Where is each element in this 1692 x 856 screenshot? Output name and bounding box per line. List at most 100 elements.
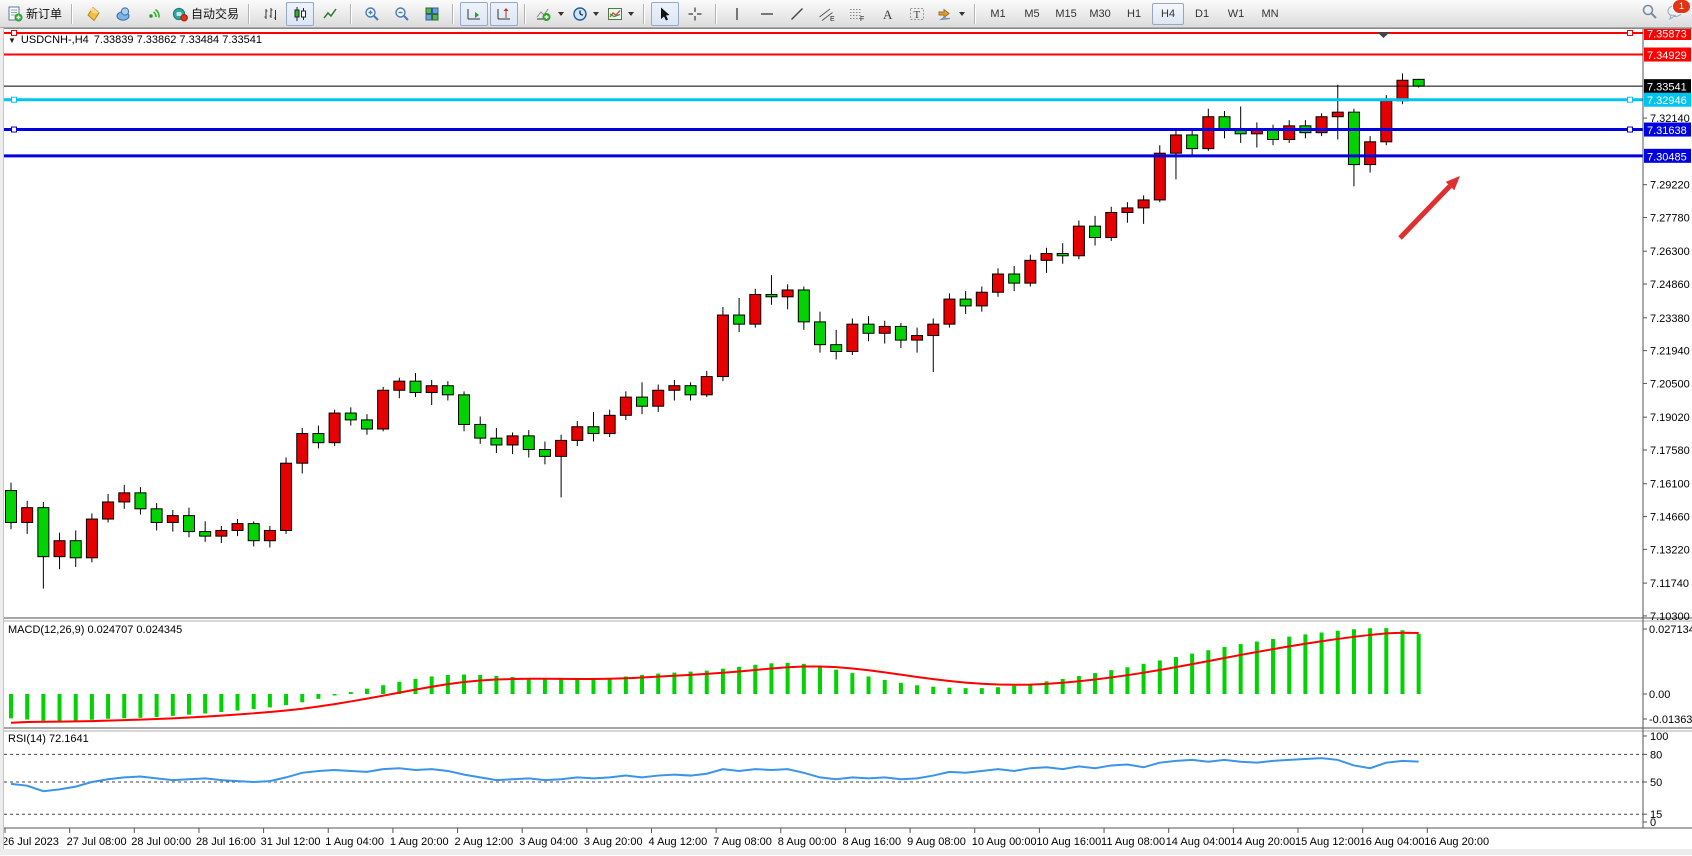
- candle-up[interactable]: [506, 432, 519, 455]
- candle-up[interactable]: [1121, 202, 1134, 223]
- candle-down[interactable]: [733, 297, 746, 333]
- crosshair-button[interactable]: [681, 2, 709, 26]
- candle-up[interactable]: [1072, 220, 1085, 260]
- line-drag-handle[interactable]: [11, 126, 17, 133]
- candle-up[interactable]: [393, 377, 406, 399]
- candle-down[interactable]: [684, 382, 697, 401]
- timeframe-m5-button[interactable]: M5: [1024, 7, 1040, 20]
- candle-up[interactable]: [1040, 247, 1053, 273]
- candle-down[interactable]: [765, 275, 778, 305]
- candle-down[interactable]: [5, 482, 17, 530]
- auto-scroll-button[interactable]: [460, 1, 489, 26]
- candle-down[interactable]: [441, 381, 454, 401]
- timeframe-h1-button[interactable]: H1: [1127, 7, 1142, 20]
- market-watch-button[interactable]: [79, 2, 107, 26]
- candle-up[interactable]: [668, 380, 681, 401]
- candle-down[interactable]: [587, 411, 600, 442]
- candle-up[interactable]: [377, 386, 390, 432]
- timeframe-m15-button[interactable]: M15: [1055, 7, 1077, 20]
- candle-down[interactable]: [199, 521, 212, 542]
- candle-up[interactable]: [846, 318, 859, 355]
- candle-up[interactable]: [571, 421, 584, 447]
- candle-up[interactable]: [1137, 195, 1150, 224]
- candle-down[interactable]: [636, 382, 649, 415]
- candle-down[interactable]: [490, 427, 503, 453]
- candle-up[interactable]: [619, 391, 632, 420]
- indicators-button[interactable]: [532, 2, 567, 26]
- candle-up[interactable]: [280, 457, 293, 534]
- candle-up[interactable]: [1105, 206, 1118, 241]
- tile-windows-button[interactable]: [418, 2, 446, 26]
- line-chart-button[interactable]: [316, 2, 344, 26]
- zoom-in-button[interactable]: [358, 2, 386, 26]
- candle-down[interactable]: [814, 311, 826, 353]
- candle-up[interactable]: [231, 519, 244, 537]
- candle-down[interactable]: [894, 323, 907, 349]
- messages-button[interactable]: 1: [1666, 0, 1691, 25]
- horizontal-level-line[interactable]: [4, 30, 1643, 36]
- candle-down[interactable]: [344, 407, 357, 426]
- candle-up[interactable]: [215, 525, 228, 543]
- candle-up[interactable]: [1024, 254, 1037, 287]
- trend-arrow-annotation[interactable]: [1398, 176, 1460, 240]
- candle-up[interactable]: [85, 513, 98, 563]
- shapes-button[interactable]: [933, 2, 968, 26]
- candle-down[interactable]: [409, 373, 422, 398]
- candle-down[interactable]: [360, 414, 373, 435]
- candle-down[interactable]: [1056, 243, 1069, 264]
- candle-up[interactable]: [555, 434, 568, 498]
- candle-down[interactable]: [1347, 108, 1360, 187]
- text-button[interactable]: A: [873, 2, 901, 26]
- timeframe-m30-button[interactable]: M30: [1089, 7, 1111, 20]
- chart-menu-icon[interactable]: ▼: [8, 35, 16, 45]
- candle-down[interactable]: [1008, 266, 1021, 292]
- candle-up[interactable]: [166, 509, 179, 532]
- candle-down[interactable]: [959, 291, 972, 314]
- chart-shift-marker-icon[interactable]: [1377, 32, 1390, 38]
- candle-up[interactable]: [118, 484, 131, 509]
- candle-up[interactable]: [1283, 120, 1296, 143]
- candle-up[interactable]: [296, 427, 309, 474]
- candle-up[interactable]: [53, 532, 66, 570]
- candle-down[interactable]: [37, 501, 50, 589]
- timeframe-d1-button[interactable]: D1: [1195, 7, 1210, 20]
- candle-down[interactable]: [830, 329, 843, 360]
- new-order-button[interactable]: 新订单: [4, 2, 65, 26]
- candle-up[interactable]: [328, 409, 341, 447]
- horizontal-level-line[interactable]: [4, 126, 1643, 133]
- candle-up[interactable]: [1380, 95, 1393, 146]
- text-label-button[interactable]: T: [903, 2, 931, 26]
- fibonacci-button[interactable]: F: [843, 2, 871, 26]
- chart-shift-button[interactable]: [490, 1, 519, 26]
- trendline-button[interactable]: [783, 2, 811, 26]
- candle-up[interactable]: [911, 327, 924, 353]
- candle-up[interactable]: [943, 293, 956, 328]
- periods-button[interactable]: [569, 2, 602, 26]
- candle-up[interactable]: [975, 286, 988, 312]
- templates-button[interactable]: [604, 2, 637, 26]
- line-drag-handle[interactable]: [1627, 126, 1633, 133]
- cursor-button[interactable]: [651, 1, 680, 26]
- candle-up[interactable]: [700, 370, 713, 398]
- candle-up[interactable]: [991, 268, 1004, 297]
- candle-down[interactable]: [150, 503, 163, 531]
- candle-down[interactable]: [474, 416, 487, 444]
- timeframe-h4-button[interactable]: H4: [1152, 2, 1185, 25]
- timeframe-w1-button[interactable]: W1: [1227, 7, 1245, 20]
- candle-down[interactable]: [69, 530, 82, 567]
- candle-up[interactable]: [878, 320, 891, 344]
- line-drag-handle[interactable]: [11, 30, 17, 36]
- equidistant-channel-button[interactable]: E: [813, 2, 841, 26]
- timeframe-mn-button[interactable]: MN: [1261, 7, 1279, 20]
- candle-up[interactable]: [781, 284, 794, 310]
- candle-up[interactable]: [1153, 145, 1166, 203]
- candlestick-chart-button[interactable]: [286, 1, 315, 26]
- line-drag-handle[interactable]: [1627, 96, 1633, 103]
- candle-up[interactable]: [927, 318, 940, 373]
- candle-up[interactable]: [749, 288, 762, 328]
- price-chart-canvas[interactable]: 7.32140 7.29220 7.27780 7.26300 7.24860 7.233…: [0, 29, 1692, 856]
- bar-chart-button[interactable]: [256, 2, 284, 26]
- search-icon[interactable]: [1641, 3, 1658, 25]
- auto-trading-button[interactable]: 自动交易: [169, 2, 242, 26]
- signal-button[interactable]: [139, 2, 167, 26]
